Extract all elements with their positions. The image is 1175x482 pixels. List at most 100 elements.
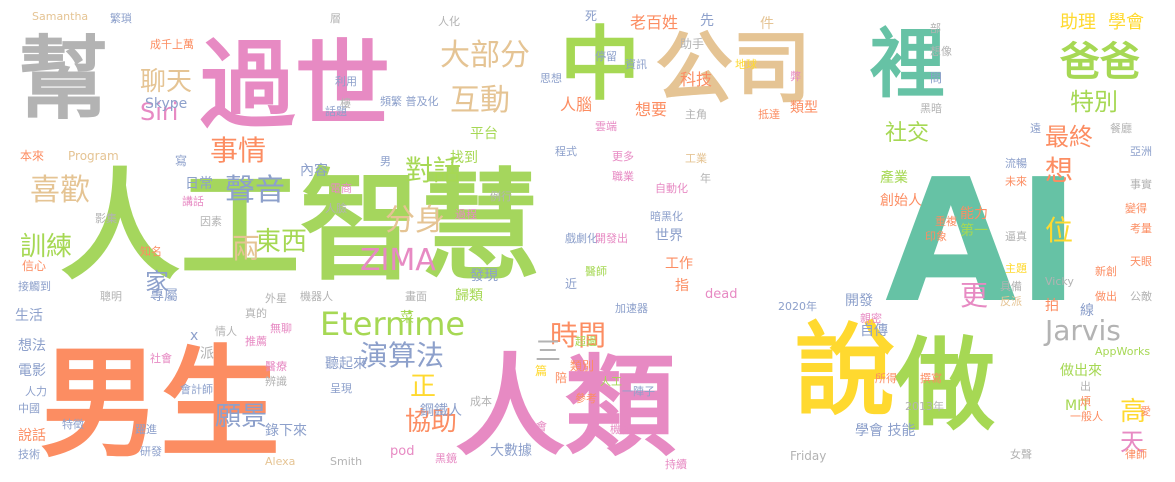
- word-37: 更: [960, 279, 988, 312]
- word-58: 世界: [655, 228, 683, 244]
- word-145: 因素: [200, 215, 222, 228]
- word-165: 撰寫: [920, 371, 942, 385]
- word-109: 戲劇化: [565, 231, 598, 245]
- word-15: 事情: [210, 134, 266, 167]
- word-40: Siri: [140, 98, 178, 126]
- word-6: 過世: [200, 31, 390, 141]
- word-48: 類型: [790, 100, 818, 116]
- word-162: 反派: [1000, 295, 1022, 308]
- word-112: 加速器: [615, 302, 648, 315]
- word-80: 信心: [22, 259, 46, 273]
- word-78: 電影: [18, 363, 46, 379]
- word-24: Eternime: [320, 305, 465, 343]
- word-163: 親密: [860, 311, 882, 325]
- word-174: 新創: [1095, 264, 1117, 278]
- word-161: 具備: [1000, 280, 1022, 293]
- word-108: 暗黑化: [650, 209, 683, 223]
- word-132: 技術: [18, 448, 40, 461]
- word-168: 律師: [1125, 448, 1147, 461]
- word-3: 人類: [455, 343, 676, 471]
- word-23: ZIMA: [360, 243, 436, 278]
- word-197: 線: [1080, 303, 1094, 319]
- word-5: 做: [894, 327, 995, 444]
- word-103: 利用: [335, 75, 357, 88]
- word-193: 人化: [438, 14, 460, 28]
- word-199: 推薦: [245, 334, 267, 348]
- word-137: 社會: [150, 351, 172, 365]
- word-101: 頻繁 普及化: [380, 94, 439, 108]
- word-188: 弊: [790, 70, 801, 83]
- word-4: 說: [795, 312, 895, 429]
- word-59: 發現: [470, 268, 498, 284]
- word-89: Smith: [330, 455, 362, 468]
- word-175: 天眼: [1130, 255, 1152, 268]
- word-125: 成本: [470, 394, 492, 408]
- word-134: 特徵: [62, 417, 84, 431]
- word-107: 自動化: [655, 181, 688, 195]
- word-68: MIT: [1065, 398, 1090, 414]
- word-150: 例行: [490, 189, 512, 203]
- word-138: 情人: [215, 325, 237, 338]
- word-143: 知名: [140, 244, 162, 258]
- word-42: 助理: [1060, 12, 1096, 33]
- word-28: 願景: [215, 402, 267, 432]
- word-39: 天: [1120, 428, 1144, 456]
- word-130: 躍進: [135, 423, 157, 436]
- word-114: 畫面: [405, 289, 427, 303]
- word-20: 東西: [255, 227, 307, 257]
- word-65: 自傳: [860, 323, 888, 339]
- word-25: 時間: [550, 319, 606, 352]
- word-196: 樓: [340, 96, 351, 110]
- word-120: 呈現: [330, 382, 352, 395]
- word-90: Vicky: [1045, 275, 1074, 288]
- word-136: 人力: [25, 385, 47, 398]
- word-60: 工作: [665, 256, 693, 272]
- word-185: 想像: [930, 44, 952, 58]
- word-194: 層: [330, 12, 341, 25]
- word-11: 爸爸: [1059, 39, 1140, 85]
- word-153: 近: [565, 277, 577, 291]
- word-157: 重複: [935, 214, 957, 228]
- word-30: 正: [410, 372, 436, 402]
- word-57: 第一: [960, 222, 988, 239]
- word-81: Program: [68, 149, 119, 163]
- word-184: 問: [930, 71, 942, 85]
- word-27: Jarvis: [1043, 314, 1121, 347]
- word-117: 無聊: [270, 321, 292, 335]
- word-54: 產業: [880, 169, 908, 186]
- word-105: 更多: [612, 149, 634, 163]
- word-159: 逼真: [1005, 229, 1027, 243]
- word-10: 幫: [18, 27, 108, 132]
- word-180: 遠: [1030, 122, 1041, 135]
- word-118: 醫療: [265, 359, 287, 373]
- word-186: 部: [930, 21, 941, 35]
- word-128: 持續: [665, 457, 687, 471]
- word-56: 能力: [960, 206, 988, 222]
- word-50: 找到: [450, 150, 478, 166]
- word-131: 研發: [140, 444, 162, 458]
- word-169: 愛: [1140, 405, 1151, 418]
- word-0: 人工智慧: [60, 158, 540, 297]
- word-144: 影集: [95, 211, 117, 225]
- word-61: 指: [675, 278, 689, 294]
- word-164: 所得: [875, 372, 897, 385]
- word-94: 資訊: [625, 57, 647, 71]
- word-91: AppWorks: [1095, 345, 1150, 358]
- word-116: 外星: [265, 292, 287, 305]
- word-124: 一陣子: [622, 385, 655, 398]
- word-177: 變得: [1125, 201, 1147, 215]
- word-19: 分身: [385, 203, 445, 238]
- word-170: 煩: [1080, 395, 1091, 408]
- word-52: 日常: [185, 176, 213, 192]
- word-16: 喜歡: [30, 173, 90, 208]
- word-2: 男生: [40, 335, 280, 474]
- word-8: 公司: [655, 24, 811, 114]
- word-158: 印象: [925, 230, 947, 243]
- word-21: 兩: [232, 232, 260, 265]
- word-133: 中國: [18, 402, 40, 415]
- word-46: 想要: [635, 100, 667, 119]
- word-178: 事實: [1130, 177, 1152, 191]
- word-113: 機器人: [300, 289, 333, 303]
- word-135: 會計師: [180, 382, 213, 396]
